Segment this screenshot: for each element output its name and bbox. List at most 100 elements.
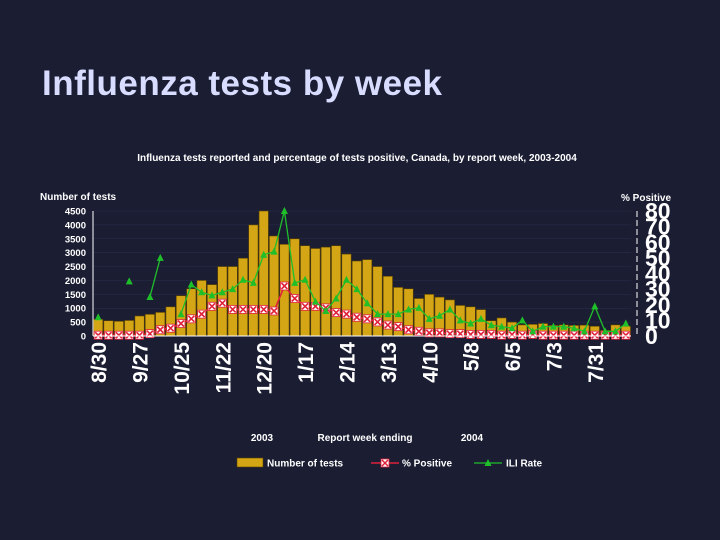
ili-point: [187, 280, 195, 288]
positive-point: [269, 306, 279, 316]
x-tick-label: 1/17: [295, 342, 318, 383]
positive-point: [186, 314, 196, 324]
x-tick-label: 7/31: [585, 342, 608, 383]
y-left-tick-label: 2500: [65, 262, 86, 273]
bar-number-of-tests: [258, 210, 269, 337]
positive-point: [248, 305, 258, 314]
y-left-tick-label: 500: [70, 318, 86, 329]
bar-number-of-tests: [300, 245, 311, 337]
positive-point: [497, 330, 507, 340]
bar-number-of-tests: [320, 246, 331, 337]
x-tick-label: 6/5: [502, 342, 525, 372]
y-right-tick-label: 40: [645, 261, 671, 287]
ili-point: [456, 316, 464, 324]
bar-number-of-tests: [238, 257, 248, 337]
ili-point: [446, 305, 454, 313]
ili-point: [270, 247, 278, 255]
ili-point: [601, 327, 609, 335]
positive-point: [621, 330, 631, 340]
positive-point: [352, 312, 362, 322]
legend-label-tests: Number of tests: [267, 459, 344, 470]
positive-point: [362, 314, 372, 324]
positive-line: [98, 284, 626, 337]
y-left-tick-label: 0: [81, 332, 86, 343]
positive-point: [404, 325, 413, 335]
ili-point: [415, 303, 423, 311]
legend-marker-positive: [380, 458, 390, 468]
positive-point: [507, 330, 517, 339]
positive-point: [393, 322, 403, 332]
ili-point: [156, 253, 164, 261]
ili-point: [498, 322, 506, 330]
y-axis-right-label: % Positive: [621, 193, 671, 204]
y-right-tick-label: 80: [645, 198, 671, 224]
positive-point: [197, 309, 207, 319]
ili-point: [198, 288, 206, 296]
ili-point: [611, 327, 619, 335]
ili-point: [301, 275, 309, 283]
ili-point: [353, 285, 361, 293]
ili-point: [125, 277, 133, 285]
bar-number-of-tests: [227, 266, 238, 337]
positive-point: [559, 330, 569, 340]
positive-point: [135, 330, 144, 340]
ili-point: [384, 310, 392, 318]
ili-point: [177, 310, 185, 318]
ili-point: [280, 207, 288, 214]
year-label-2004: 2004: [461, 433, 484, 444]
slide-title: Influenza tests by week: [42, 64, 443, 103]
positive-point: [435, 328, 444, 338]
ili-point: [477, 314, 485, 322]
positive-point: [228, 305, 238, 314]
ili-point: [239, 275, 247, 283]
x-tick-label: 12/20: [254, 342, 277, 395]
legend-marker-ili: [484, 459, 492, 466]
bar-number-of-tests: [341, 253, 352, 337]
y-right-tick-label: 50: [645, 245, 671, 271]
bar-number-of-tests: [186, 288, 197, 337]
ili-point: [249, 278, 257, 286]
ili-point: [508, 324, 516, 332]
x-tick-label: 2/14: [336, 342, 359, 383]
positive-point: [166, 323, 175, 333]
positive-point: [466, 330, 476, 339]
ili-point: [342, 275, 350, 283]
y-left-tick-label: 1000: [65, 304, 86, 315]
positive-point: [217, 298, 227, 308]
ili-point: [425, 314, 433, 322]
positive-point: [414, 326, 424, 336]
positive-point: [590, 330, 600, 340]
y-right-tick-label: 60: [645, 229, 671, 255]
positive-point: [383, 320, 393, 330]
x-tick-label: 11/22: [212, 342, 235, 393]
positive-point: [259, 305, 269, 314]
bar-number-of-tests: [351, 260, 362, 337]
y-right-tick-label: 0: [645, 323, 658, 349]
ili-point: [570, 324, 578, 332]
positive-point: [424, 328, 434, 338]
ili-point: [467, 319, 475, 327]
ili-point: [405, 305, 413, 313]
x-axis-label: Report week ending: [317, 433, 412, 444]
positive-point: [300, 301, 310, 311]
ili-point: [518, 316, 526, 324]
ili-point: [487, 321, 495, 329]
year-label-2003: 2003: [251, 433, 274, 444]
y-left-tick-label: 3500: [65, 234, 86, 245]
bar-number-of-tests: [331, 245, 342, 337]
ili-point: [374, 310, 382, 318]
y-right-tick-label: 10: [645, 307, 671, 333]
legend-swatch-tests: [236, 457, 264, 468]
positive-point: [238, 305, 248, 314]
positive-point: [93, 330, 103, 340]
ili-point: [560, 322, 568, 330]
y-left-tick-label: 1500: [65, 290, 86, 301]
positive-point: [124, 330, 134, 340]
positive-point: [155, 325, 165, 335]
y-axis-left-label: Number of tests: [40, 192, 117, 203]
ili-point: [529, 327, 537, 335]
positive-point: [114, 330, 124, 340]
bar-number-of-tests: [289, 238, 300, 337]
ili-point: [332, 294, 340, 302]
